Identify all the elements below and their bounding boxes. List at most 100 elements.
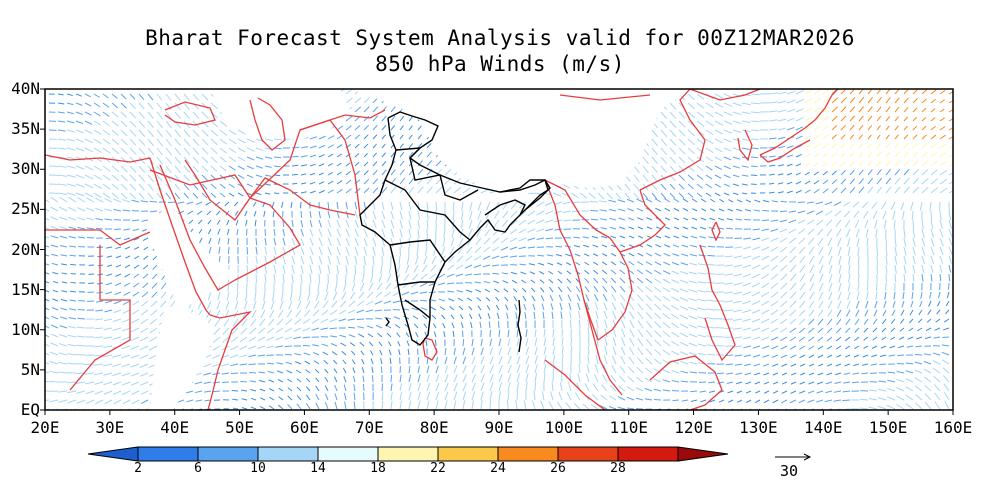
wind-vector (696, 147, 705, 154)
wind-vector (915, 402, 923, 410)
colorbar-label: 2 (134, 461, 142, 476)
wind-vector (786, 163, 793, 167)
wind-vector (536, 201, 545, 207)
wind-vector (156, 111, 163, 120)
wind-vector (680, 351, 689, 356)
wind-vector (663, 244, 671, 248)
wind-vector (929, 291, 932, 299)
wind-vector (232, 407, 239, 410)
wind-vector (750, 156, 759, 159)
wind-vector (816, 219, 824, 226)
wind-vector (548, 278, 554, 284)
wind-vector (912, 116, 918, 122)
wind-vector (834, 381, 842, 384)
wind-vector (808, 363, 815, 367)
wind-vector (45, 271, 50, 275)
wind-vector (831, 153, 837, 158)
wind-vector (795, 172, 801, 176)
wind-vector (417, 228, 420, 238)
wind-vector (834, 210, 842, 217)
wind-vector (761, 237, 770, 242)
wind-vector (243, 300, 248, 310)
wind-vector (705, 111, 714, 118)
wind-vector (849, 106, 856, 113)
wind-vector (795, 181, 802, 185)
wind-vector (917, 318, 923, 324)
wind-vector (363, 106, 370, 113)
wind-vector (201, 165, 209, 173)
wind-vector (253, 210, 257, 217)
wind-vector (653, 388, 662, 392)
wind-vector (831, 134, 837, 140)
wind-vector (903, 160, 910, 167)
wind-vector (493, 210, 500, 219)
wind-vector (843, 201, 851, 207)
wind-vector (845, 309, 851, 317)
wind-vector (363, 97, 370, 104)
wind-vector (407, 348, 410, 356)
wind-vector (742, 318, 752, 322)
wind-vector (679, 314, 689, 320)
wind-vector (353, 392, 356, 401)
wind-vector (813, 134, 820, 140)
wind-vector (723, 147, 732, 152)
wind-vector (245, 291, 248, 301)
wind-vector (885, 125, 890, 131)
wind-vector (939, 99, 945, 104)
wind-vector (662, 270, 671, 275)
wind-vector (754, 399, 761, 404)
wind-vector (687, 102, 696, 110)
wind-vector (868, 397, 878, 401)
wind-vector (822, 162, 828, 167)
wind-vector (390, 115, 396, 122)
wind-vector (536, 219, 545, 224)
wind-vector (104, 218, 113, 221)
wind-vector (300, 155, 308, 158)
wind-vector (733, 255, 743, 259)
wind-vector (237, 156, 246, 162)
wind-vector (618, 208, 626, 212)
wind-vector (408, 115, 414, 122)
wind-vector (822, 143, 828, 149)
wind-vector (521, 287, 527, 293)
wind-vector (924, 401, 932, 410)
wind-vector (227, 282, 230, 292)
wind-vector (309, 190, 316, 194)
lon-label: 70E (354, 418, 384, 437)
wind-vector (912, 273, 915, 282)
japan-south (759, 139, 811, 163)
wind-vector (853, 210, 860, 218)
northeast-india (499, 179, 551, 211)
wind-vector (556, 262, 563, 266)
wind-vector (858, 124, 864, 131)
wind-vector (624, 183, 631, 191)
wind-vector (806, 210, 815, 215)
wind-vector (903, 255, 907, 265)
wind-vector (161, 282, 167, 290)
wind-vector (273, 237, 277, 246)
wind-vector (327, 171, 333, 176)
wind-vector (201, 174, 208, 181)
wind-vector (669, 120, 677, 128)
wind-vector (298, 291, 302, 301)
wind-vector (67, 390, 77, 394)
wind-vector (885, 134, 890, 140)
wind-vector (847, 282, 851, 292)
wind-vector (534, 329, 537, 338)
wind-vector (361, 358, 365, 365)
wind-vector (799, 381, 806, 385)
wind-vector (540, 295, 545, 302)
wind-vector (705, 192, 712, 197)
wind-vector (421, 264, 428, 273)
wind-vector (742, 309, 752, 314)
wind-vector (885, 237, 888, 248)
wind-vector (269, 309, 275, 318)
wind-vector (334, 384, 338, 392)
wind-vector (939, 273, 942, 282)
wind-vector (375, 317, 383, 320)
wind-vector (939, 126, 946, 131)
wind-vector (837, 291, 842, 301)
wind-vector (854, 345, 860, 350)
wind-vector (462, 178, 471, 185)
wind-vector (939, 264, 943, 273)
